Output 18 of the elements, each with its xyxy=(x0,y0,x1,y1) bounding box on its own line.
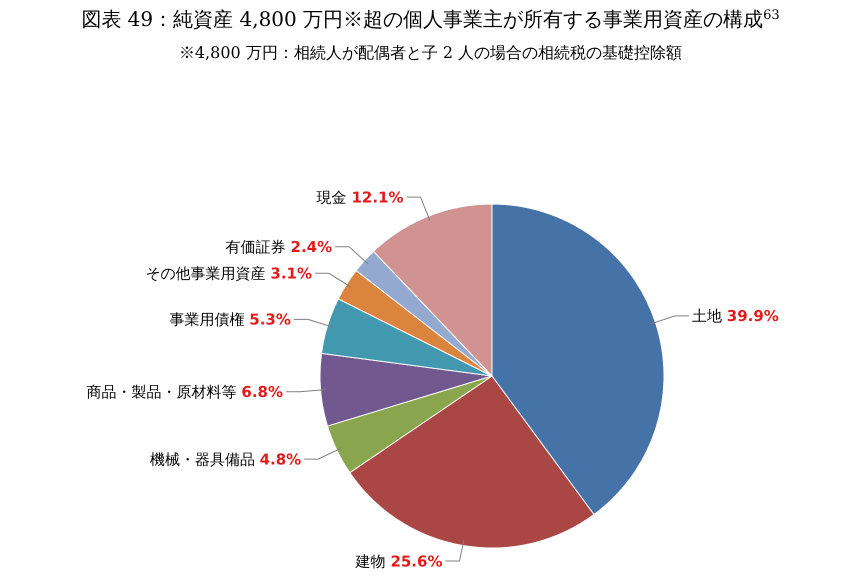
chart-subtitle: ※4,800 万円：相続人が配偶者と子 2 人の場合の相続税の基礎控除額 xyxy=(178,43,682,62)
data-label: 3.1% xyxy=(270,264,312,283)
slice-label: 有価証券 xyxy=(226,238,290,256)
slice-label: 機械・器具備品 xyxy=(150,450,260,468)
slice-label: 建物 xyxy=(354,552,390,570)
data-label: 6.8% xyxy=(241,382,283,401)
slice-label: 土地 xyxy=(692,307,727,326)
chart-title: 図表 49：純資産 4,800 万円※超の個人事業主が所有する事業用資産の構成$^{63}$ xyxy=(81,7,780,31)
slice-label: 商品・製品・原材料等 xyxy=(86,382,242,401)
data-label: 4.8% xyxy=(260,450,302,468)
slice-label: 事業用債権 xyxy=(169,310,250,329)
data-label: 5.3% xyxy=(249,310,291,329)
data-label: 2.4% xyxy=(290,238,332,256)
slice-label: その他事業用資産 xyxy=(146,264,270,283)
data-label: 25.6% xyxy=(390,552,442,570)
slice-label: 現金 xyxy=(316,188,352,206)
data-label: 39.9% xyxy=(726,307,779,326)
data-label: 12.1% xyxy=(351,188,404,206)
